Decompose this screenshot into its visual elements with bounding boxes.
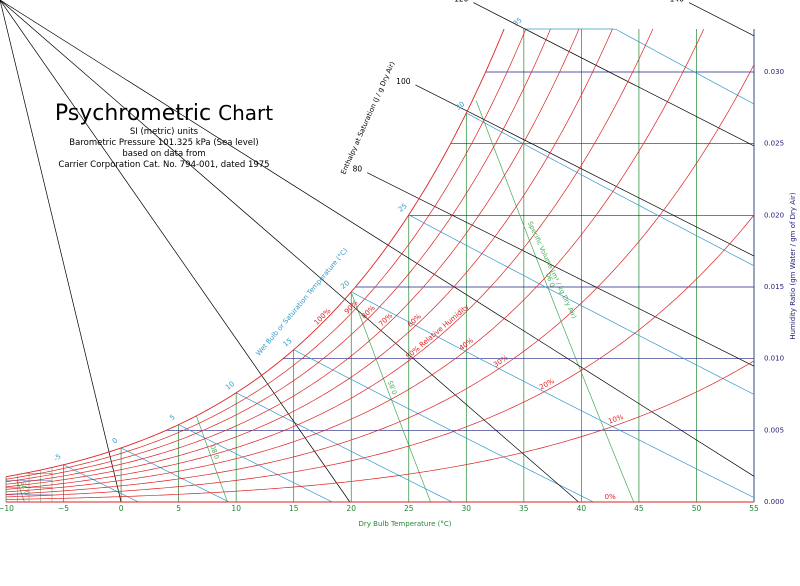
specific-volume-label: 0.85 xyxy=(386,379,399,395)
relative-humidity-zero-label: 0% xyxy=(605,493,616,501)
enthalpy-axis-label: Enthalpy at Saturation (J / g Dry Air) xyxy=(339,60,396,176)
y-tick-label: 0.025 xyxy=(764,140,784,148)
enthalpy-line xyxy=(0,0,351,503)
wet-bulb-label: 5 xyxy=(168,413,176,422)
specific-volume-line xyxy=(16,480,25,503)
wet-bulb-lines-group xyxy=(63,28,755,503)
chart-subtitle-units: SI (metric) units xyxy=(129,127,199,137)
relative-humidity-label: 30% xyxy=(492,354,510,369)
chart-title-part2: Chart xyxy=(218,101,274,125)
chart-title-block: Psychrometric Chart SI (metric) units Ba… xyxy=(30,100,298,171)
relative-humidity-curve xyxy=(5,28,705,493)
enthalpy-line xyxy=(415,84,755,257)
chart-subtitle-source: based on data from xyxy=(122,149,206,159)
y-axis-title: Humidity Ratio (gm Water / gm of Dry Air… xyxy=(789,192,797,340)
wet-bulb-axis-label: Wet Bulb or Saturation Temperature (°C) xyxy=(255,246,350,357)
x-tick-label: 35 xyxy=(519,504,529,513)
enthalpy-label: 80 xyxy=(353,165,363,174)
relative-humidity-curve xyxy=(5,64,755,495)
relative-humidity-label: 10% xyxy=(607,413,625,426)
specific-volume-label: 0.80 xyxy=(209,444,221,460)
chart-subtitle-catalog: Carrier Corporation Cat. No. 794-001, da… xyxy=(58,160,270,170)
wet-bulb-line xyxy=(523,28,755,105)
relative-humidity-curve xyxy=(5,28,654,490)
wet-bulb-line xyxy=(293,349,594,503)
x-tick-label: 50 xyxy=(692,504,702,513)
x-axis-title: Dry Bulb Temperature (°C) xyxy=(359,520,452,528)
wet-bulb-label: -5 xyxy=(52,452,62,463)
relative-humidity-curve xyxy=(5,214,755,498)
relative-humidity-curve xyxy=(5,28,580,485)
wet-bulb-label: 30 xyxy=(454,100,466,112)
enthalpy-line xyxy=(0,0,579,503)
wet-bulb-label: 10 xyxy=(224,380,236,392)
relative-humidity-curve xyxy=(5,28,527,480)
y-tick-label: 0.005 xyxy=(764,426,784,434)
x-tick-label: 5 xyxy=(176,504,181,513)
relative-humidity-curve xyxy=(5,28,505,478)
x-tick-label: 45 xyxy=(634,504,644,513)
wet-bulb-label: 35 xyxy=(512,16,524,28)
wet-bulb-line xyxy=(178,424,333,503)
enthalpy-line xyxy=(0,0,755,477)
x-tick-label: 0 xyxy=(119,504,124,513)
enthalpy-line xyxy=(473,2,755,147)
x-tick-label: 20 xyxy=(346,504,356,513)
relative-humidity-curve xyxy=(5,28,551,483)
x-tick-label: 30 xyxy=(462,504,472,513)
x-tick-label: −10 xyxy=(0,504,14,513)
relative-humidity-label: 20% xyxy=(538,377,556,392)
specific-volume-line xyxy=(351,294,431,503)
wet-bulb-line xyxy=(235,392,453,503)
wet-bulb-line xyxy=(120,447,230,503)
relative-humidity-curves-group xyxy=(5,28,755,503)
enthalpy-label: 140 xyxy=(670,0,685,4)
wet-bulb-label: 20 xyxy=(339,279,351,291)
x-tick-label: 10 xyxy=(231,504,241,513)
x-tick-label: −5 xyxy=(58,504,69,513)
wet-bulb-label: 0 xyxy=(111,436,119,445)
wet-bulb-line xyxy=(408,214,755,395)
wet-bulb-label: 25 xyxy=(397,202,409,214)
y-tick-label: 0.030 xyxy=(764,68,784,76)
wet-bulb-line xyxy=(351,291,755,498)
enthalpy-line xyxy=(0,0,122,503)
relative-humidity-curve xyxy=(5,360,755,500)
specific-volume-line xyxy=(475,100,635,503)
wet-bulb-label: 15 xyxy=(282,337,294,349)
x-tick-label: 40 xyxy=(577,504,587,513)
relative-humidity-label: 100% xyxy=(313,307,333,327)
enthalpy-label: 100 xyxy=(396,77,411,86)
enthalpy-label: 120 xyxy=(454,0,469,4)
y-tick-label: 0.000 xyxy=(764,498,784,506)
chart-title: Psychrometric Chart xyxy=(30,100,298,127)
y-tick-label: 0.020 xyxy=(764,211,784,219)
specific-volume-lines-group xyxy=(16,100,635,503)
x-tick-label: 25 xyxy=(404,504,414,513)
specific-volume-axis-label: Specific Volume (m³ / kg Dry Air) xyxy=(526,220,578,320)
x-tick-label: 15 xyxy=(289,504,299,513)
chart-title-part1: Psychrometric xyxy=(54,101,212,126)
relative-humidity-curve xyxy=(5,28,613,488)
wet-bulb-line xyxy=(466,112,755,267)
enthalpy-lines-group xyxy=(0,0,755,503)
enthalpy-line xyxy=(688,2,755,37)
y-tick-label: 0.015 xyxy=(764,283,784,291)
chart-subtitle-pressure: Barometric Pressure 101.325 kPa (Sea lev… xyxy=(69,138,259,148)
enthalpy-line xyxy=(367,172,755,367)
y-tick-label: 0.010 xyxy=(764,355,784,363)
relative-humidity-label: 50% Relative Humidity xyxy=(404,303,470,361)
specific-volume-line xyxy=(196,415,228,503)
x-tick-label: 55 xyxy=(749,504,759,513)
wet-bulb-line xyxy=(63,464,139,503)
